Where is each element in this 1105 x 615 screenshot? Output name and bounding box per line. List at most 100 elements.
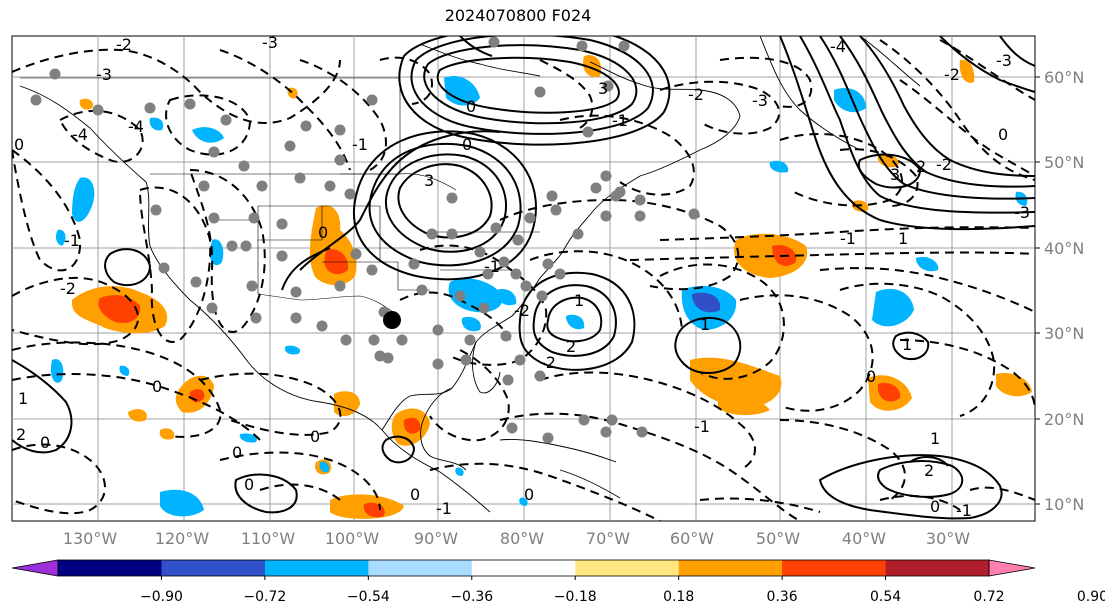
shade-neg-patch [192, 127, 224, 143]
station-dot [366, 94, 378, 106]
shade-neg-patch [834, 88, 866, 113]
station-dot [190, 276, 202, 288]
coast-mexico-gulf [420, 387, 467, 471]
contour-neg [629, 251, 1035, 261]
shade-pos-patch [959, 59, 975, 83]
contour-label: 0 [998, 125, 1008, 144]
shade-pos-core [877, 382, 901, 402]
contour-label: 0 [410, 485, 420, 504]
contour-label: -1 [956, 501, 972, 520]
state-box [322, 205, 381, 263]
station-dot [506, 422, 518, 434]
shade-neg-patch [769, 160, 789, 173]
station-dot [344, 188, 356, 200]
contour-label: -3 [262, 33, 278, 52]
contour-neg [779, 133, 903, 207]
station-dot [368, 334, 380, 346]
lat-label: 10°N [1044, 495, 1084, 514]
contour-neg [739, 294, 874, 412]
contour-pos [423, 44, 638, 125]
contour-pos [398, 36, 671, 146]
colorbar-tick-label: −0.36 [450, 589, 493, 605]
colorbar-segment [575, 560, 680, 576]
plot-title: 2024070800 F024 [444, 6, 592, 25]
contour-neg [659, 263, 785, 380]
shade-neg-patch [284, 345, 301, 355]
station-dot [478, 302, 490, 314]
contour-neg [839, 282, 996, 417]
contour-neg [379, 56, 433, 105]
contour-pos [281, 247, 331, 291]
colorbar-outline [57, 559, 990, 577]
contour-label: 1 [902, 335, 912, 354]
station-dot [536, 290, 548, 302]
contour-neg [879, 494, 961, 511]
shade-neg-patch [872, 288, 914, 327]
station-dot [238, 160, 250, 172]
contour-neg [659, 80, 781, 135]
station-dot [158, 262, 170, 274]
longitude-axis: 130°W 120°W 110°W 100°W 90°W 80°W 70°W 6… [63, 529, 970, 548]
contour-label: -3 [996, 51, 1012, 70]
station-dot [636, 426, 648, 438]
contour-label: 3 [890, 165, 900, 184]
contour-neg [58, 109, 144, 163]
colorbar-segment [678, 560, 783, 576]
colorbar-tick-label: 0.72 [973, 589, 1004, 605]
station-dot [408, 258, 420, 270]
contour-label: -3 [1014, 203, 1030, 222]
contour-pos [436, 56, 620, 114]
colorbar-tick-label: 0.54 [870, 589, 901, 605]
contour-label: -1 [612, 111, 628, 130]
station-dot [454, 290, 466, 302]
contour-label: 0 [524, 485, 534, 504]
station-dot [284, 140, 296, 152]
positive-contours [12, 36, 1035, 520]
station-dot [446, 228, 458, 240]
latitude-axis: 60°N 50°N 40°N 30°N 20°N 10°N [1035, 68, 1084, 514]
contour-pos [104, 248, 152, 287]
station-dot [502, 374, 514, 386]
colorbar-tick-labels: −0.90 −0.72 −0.54 −0.36 −0.18 0.18 0.36 … [140, 589, 1105, 605]
contour-pos [546, 296, 603, 343]
station-dot [590, 182, 602, 194]
contour-label: 0 [866, 367, 876, 386]
station-dot [276, 250, 288, 262]
station-dot [534, 370, 546, 382]
shade-neg-patch [209, 239, 224, 266]
shade-neg-core [692, 292, 721, 313]
contour-pos [892, 331, 930, 360]
station-dot [300, 120, 312, 132]
negative-contours [12, 39, 1035, 521]
contour-neg [839, 148, 919, 207]
contour-label: 0 [244, 475, 254, 494]
contour-pos [939, 36, 1035, 93]
shade-pos-core [324, 249, 349, 275]
contour-label: 0 [310, 427, 320, 446]
lat-label: 60°N [1044, 68, 1084, 87]
contour-pos [859, 36, 1035, 177]
lon-label: 100°W [325, 529, 380, 548]
contour-neg [659, 226, 1035, 241]
contour-neg [879, 39, 1035, 181]
station-dot [290, 286, 302, 298]
colorbar-tick-label: 0.36 [767, 589, 798, 605]
station-dot [324, 180, 336, 192]
shade-pos-patch [583, 55, 602, 78]
station-dot [396, 334, 408, 346]
map-content: -2 -3 -3 -4 -1 -2 0 1 2 0 0 0 0 0 -1 0 3… [12, 33, 1035, 521]
contour-label: -2 [60, 279, 76, 298]
station-dot [240, 240, 252, 252]
station-dot [294, 172, 306, 184]
contour-neg [939, 39, 1035, 101]
station-dot [464, 334, 476, 346]
station-dot [542, 258, 554, 270]
contour-neg [199, 372, 342, 436]
coast-canada-east [589, 61, 741, 177]
station-dot [572, 228, 584, 240]
colorbar [11, 559, 1036, 580]
station-dot [220, 114, 232, 126]
contour-pos [381, 435, 416, 464]
lon-label: 50°W [756, 529, 800, 548]
coast-greenland-east [859, 36, 921, 87]
